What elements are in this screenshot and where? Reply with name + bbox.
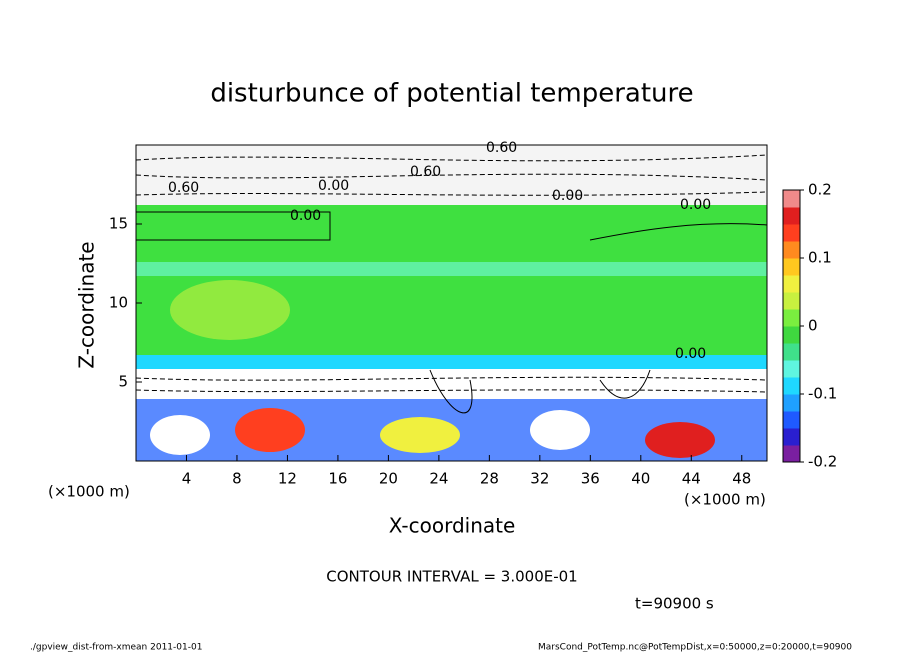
colorbar-swatch xyxy=(783,258,800,276)
field-band xyxy=(136,369,767,399)
contour-label: 0.00 xyxy=(675,346,706,362)
field xyxy=(135,145,768,461)
field-band xyxy=(136,355,767,369)
field-blob xyxy=(380,417,460,453)
x-tick-label: 12 xyxy=(278,470,297,488)
x-tick-label: 44 xyxy=(682,470,701,488)
annotation: CONTOUR INTERVAL = 3.000E-01 xyxy=(326,568,577,586)
contour-label: 0.60 xyxy=(168,180,199,196)
contour-lines xyxy=(135,154,768,393)
colorbar-tick-label: -0.1 xyxy=(808,385,837,403)
colorbar-swatch xyxy=(783,360,800,378)
footer-right: MarsCond_PotTemp.nc@PotTempDist,x=0:5000… xyxy=(538,643,852,653)
x-tick-label: 28 xyxy=(480,470,499,488)
colorbar-swatch xyxy=(783,343,800,361)
x-tick-label: 4 xyxy=(182,470,192,488)
y-axis-label: Z-coordinate xyxy=(75,241,99,368)
contour-label: 0.60 xyxy=(486,140,517,156)
colorbar-swatch xyxy=(783,445,800,463)
colorbar-swatch xyxy=(783,394,800,412)
x-tick-label: 8 xyxy=(232,470,242,488)
colorbar-swatch xyxy=(783,207,800,225)
colorbar-swatch xyxy=(783,241,800,259)
colorbar-swatch xyxy=(783,377,800,395)
x-axis-label: X-coordinate xyxy=(389,514,516,538)
colorbar-swatch xyxy=(783,428,800,446)
x-tick-label: 40 xyxy=(631,470,650,488)
x-tick-label: 36 xyxy=(581,470,600,488)
chart-title: disturbunce of potential temperature xyxy=(210,79,693,109)
colorbar-tick-label: 0 xyxy=(808,317,818,335)
x-tick-label: 16 xyxy=(328,470,347,488)
field-band xyxy=(136,262,767,276)
colorbar-swatch xyxy=(783,309,800,327)
colorbar-swatch xyxy=(783,224,800,242)
field-blob xyxy=(645,422,715,458)
time-label: t=90900 s xyxy=(635,595,714,613)
colorbar-swatch xyxy=(783,275,800,293)
colorbar-swatch xyxy=(783,411,800,429)
y-tick-label: 15 xyxy=(109,215,128,233)
x-tick-label: 32 xyxy=(530,470,549,488)
colorbar-swatch xyxy=(783,292,800,310)
contour-label: 0.00 xyxy=(290,208,321,224)
field-blob xyxy=(170,280,290,340)
colorbar-tick-label: -0.2 xyxy=(808,453,837,471)
field-blob xyxy=(235,408,305,452)
x-tick-label: 24 xyxy=(429,470,448,488)
contour-label: 0.60 xyxy=(410,164,441,180)
y-unit: (×1000 m) xyxy=(48,483,130,501)
y-tick-label: 5 xyxy=(118,373,128,391)
x-tick-label: 48 xyxy=(732,470,751,488)
colorbar-swatch xyxy=(783,190,800,208)
footer-left: ./gpview_dist-from-xmean 2011-01-01 xyxy=(30,643,202,653)
contour-label: 0.00 xyxy=(680,197,711,213)
colorbar-swatch xyxy=(783,326,800,344)
contour-lines xyxy=(136,211,768,414)
field-blob xyxy=(150,415,210,455)
y-tick-label: 10 xyxy=(109,294,128,312)
colorbar-tick-label: 0.2 xyxy=(808,181,832,199)
colorbar-tick-label: 0.1 xyxy=(808,249,832,267)
field-blob xyxy=(530,410,590,450)
contour-label: 0.00 xyxy=(552,188,583,204)
contour-label: 0.00 xyxy=(318,178,349,194)
x-unit: (×1000 m) xyxy=(684,491,766,509)
x-tick-label: 20 xyxy=(379,470,398,488)
